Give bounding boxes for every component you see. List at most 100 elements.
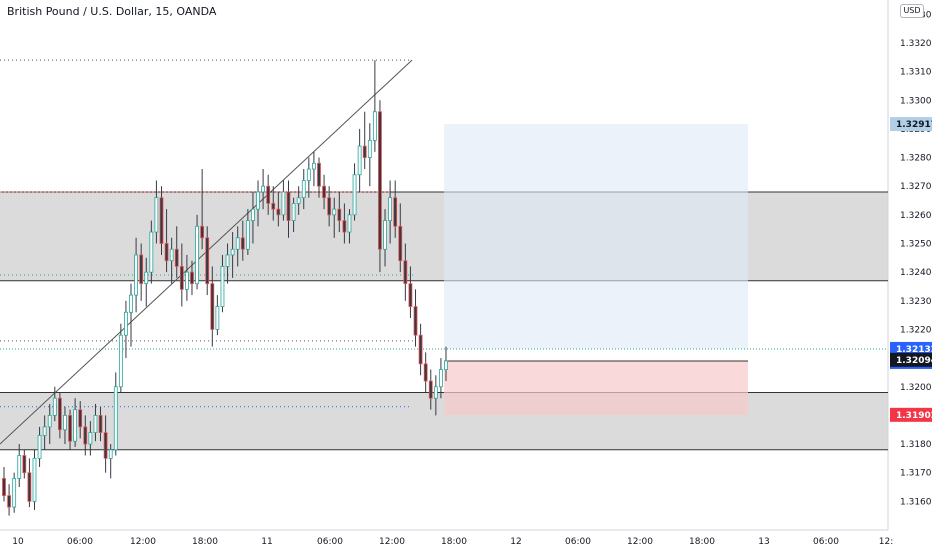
long-position-tool[interactable] xyxy=(444,124,748,415)
candle-body xyxy=(190,271,194,285)
position-stop-zone[interactable] xyxy=(444,360,748,415)
candle-body xyxy=(205,237,210,285)
candle-body xyxy=(317,162,321,187)
candle xyxy=(205,226,210,296)
candle-body xyxy=(215,306,220,330)
candle-body xyxy=(439,369,443,388)
candle xyxy=(256,180,260,227)
candle xyxy=(301,169,306,210)
price-tick-label: 1.31700 xyxy=(900,469,932,479)
candle-body xyxy=(195,225,199,285)
candle xyxy=(444,346,448,382)
time-axis[interactable]: 10 06:00 12:00 18:00 11 06:00 12:00 18:00 12 06:0… xyxy=(12,537,893,547)
candle-body xyxy=(306,168,311,181)
candle xyxy=(327,186,332,227)
candle xyxy=(393,180,398,238)
candle-body xyxy=(179,266,184,290)
candle-body xyxy=(413,306,418,336)
candle xyxy=(388,180,393,244)
candle xyxy=(220,254,225,313)
stop-price-badge: 1.31902 xyxy=(890,407,932,422)
candle xyxy=(306,157,311,198)
price-axis[interactable]: 1.316001.317001.318001.319001.320001.321… xyxy=(900,10,932,507)
candle xyxy=(271,186,276,221)
candle-body xyxy=(444,360,448,370)
candle-body xyxy=(37,435,42,459)
candle xyxy=(337,191,342,233)
candle xyxy=(439,358,443,399)
candle xyxy=(296,186,301,215)
candle-body xyxy=(174,248,179,267)
candle-body xyxy=(281,191,286,216)
price-tick-label: 1.32700 xyxy=(900,182,932,192)
currency-button[interactable]: USD xyxy=(900,4,924,18)
candle xyxy=(210,266,215,347)
stop-price-badge-label: 1.31902 xyxy=(896,411,932,421)
current-price-badge: 1.32094 xyxy=(890,352,932,367)
candle xyxy=(367,123,372,187)
candle xyxy=(195,214,199,290)
candle-body xyxy=(383,220,387,250)
candle-body xyxy=(144,271,149,285)
candle xyxy=(347,209,352,244)
price-tick-label: 1.32500 xyxy=(900,240,932,250)
candle-body xyxy=(372,111,377,141)
candle xyxy=(357,128,362,192)
candle xyxy=(159,186,164,255)
candle xyxy=(149,220,154,284)
candle-body xyxy=(17,455,22,479)
candle-body xyxy=(240,237,245,250)
candle-body xyxy=(312,162,316,170)
candle-body xyxy=(169,248,174,262)
candle-body xyxy=(184,271,189,290)
candle-body xyxy=(42,426,47,436)
candle-body xyxy=(124,311,128,336)
candle-body xyxy=(403,260,408,285)
candle-body xyxy=(332,208,337,216)
candle xyxy=(332,197,337,238)
candle xyxy=(134,237,138,313)
candle-body xyxy=(347,214,352,233)
candle-body xyxy=(301,180,306,199)
candle xyxy=(88,421,93,456)
candle xyxy=(169,237,174,284)
price-tick-label: 1.31600 xyxy=(900,497,932,507)
candle xyxy=(174,226,179,278)
candle-body xyxy=(398,225,403,262)
candle-body xyxy=(327,197,332,216)
candle xyxy=(423,352,428,393)
position-target-zone[interactable] xyxy=(444,124,748,349)
candle xyxy=(52,386,57,422)
candle-body xyxy=(154,197,159,233)
target-price-badge: 1.32917 xyxy=(890,117,932,132)
candle-body xyxy=(418,334,423,365)
target-price-badge-label: 1.32917 xyxy=(896,120,932,130)
price-tick-label: 1.33100 xyxy=(900,68,932,78)
candle-body xyxy=(362,145,367,158)
candle xyxy=(276,191,281,227)
candle xyxy=(154,180,159,244)
candle xyxy=(78,401,83,439)
candle-body xyxy=(220,266,225,307)
candle xyxy=(7,484,11,516)
candle xyxy=(215,295,220,336)
candle-body xyxy=(256,191,260,210)
candle-body xyxy=(210,283,215,330)
candle-body xyxy=(7,495,11,508)
candle xyxy=(179,243,184,307)
candle xyxy=(12,472,17,513)
candle xyxy=(372,60,377,152)
candle xyxy=(83,415,88,456)
stop-price-badge-bg xyxy=(890,407,932,422)
candle-body xyxy=(296,197,301,204)
candle-body xyxy=(52,397,57,416)
candle xyxy=(418,323,423,376)
time-tick-label: 06:00 xyxy=(67,537,93,547)
candle-body xyxy=(291,203,296,221)
candle xyxy=(113,372,118,456)
candle xyxy=(317,157,321,198)
time-tick-label: 18:00 xyxy=(689,537,715,547)
candle xyxy=(352,163,357,221)
candle-body xyxy=(433,386,438,399)
